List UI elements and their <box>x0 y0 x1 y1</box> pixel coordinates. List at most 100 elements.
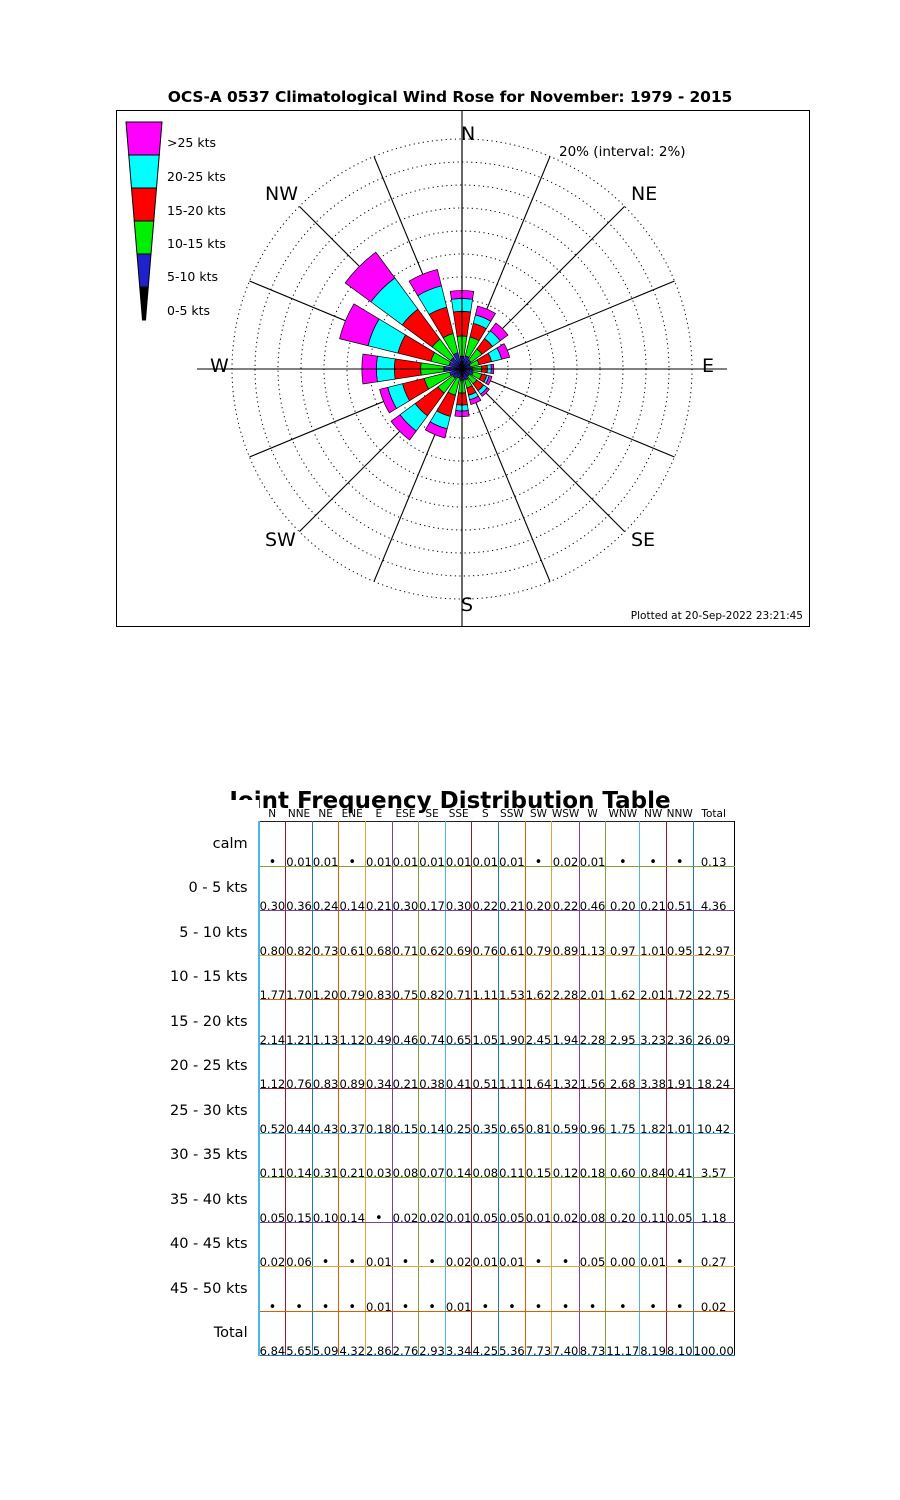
compass-label-ne: NE <box>631 183 658 205</box>
table-cell: 5.09 <box>312 1311 340 1358</box>
table-cell: 0.21 <box>338 1133 367 1180</box>
table-cell: • <box>392 1222 420 1269</box>
table-cell: 0.05 <box>579 1222 607 1269</box>
table-cell: 0.11 <box>639 1177 667 1225</box>
table-cell: • <box>365 1177 393 1225</box>
table-cell: 0.17 <box>418 866 446 913</box>
table-cell: 2.28 <box>551 955 580 1002</box>
table-cell: 1.13 <box>312 999 340 1047</box>
table-cell: 0.30 <box>257 866 287 913</box>
table-cell: 1.94 <box>551 999 580 1047</box>
table-cell: 0.49 <box>365 999 393 1047</box>
legend-swatch <box>136 253 152 288</box>
table-cell: 0.01 <box>445 1177 473 1225</box>
compass-label-se: SE <box>631 529 656 551</box>
table-cell: 0.82 <box>285 910 313 958</box>
table-cell: 0.14 <box>338 1177 367 1225</box>
table-cell: • <box>418 1266 446 1314</box>
table-row: 45 - 50 kts • • • • 0.01 • • 0.01 • • • • • • • • 0.02 <box>170 1266 735 1314</box>
table-cell: 0.62 <box>418 910 446 958</box>
table-cell: 0.74 <box>418 999 446 1047</box>
table-cell: 18.24 <box>693 1044 735 1091</box>
table-cell: 0.05 <box>257 1177 287 1225</box>
table-cell: • <box>418 1222 446 1269</box>
table-cell: • <box>666 821 694 869</box>
column-header-nnw: NNW <box>666 808 693 820</box>
table-cell: 0.76 <box>285 1044 313 1091</box>
table-cell: 2.01 <box>579 955 607 1002</box>
wind-rose-petal-segment <box>469 395 482 405</box>
table-cell: 0.01 <box>445 1266 473 1314</box>
table-cell: 8.19 <box>639 1311 667 1358</box>
radial-scale-label: 20% (interval: 2%) <box>559 144 686 160</box>
table-cell: 0.21 <box>392 1044 420 1091</box>
table-cell: • <box>338 821 367 869</box>
table-cell: 0.46 <box>392 999 420 1047</box>
column-header-ssw: SSW <box>500 808 524 820</box>
column-header-total: Total <box>701 808 726 820</box>
legend-label-20-25: 20-25 kts <box>167 169 226 184</box>
table-cell: 0.01 <box>365 1266 393 1314</box>
table-cell: 1.91 <box>666 1044 694 1091</box>
table-cell: 1.72 <box>666 955 694 1002</box>
table-cell: • <box>579 1266 607 1314</box>
table-cell: 0.38 <box>418 1044 446 1091</box>
table-cell: 3.57 <box>693 1133 735 1180</box>
table-row: Total 6.84 5.65 5.09 4.32 2.86 2.76 2.93 3.34 4.2… <box>170 1311 735 1358</box>
table-cell: 0.08 <box>392 1133 420 1180</box>
legend-wedge-icon <box>125 121 163 321</box>
table-row: 10 - 15 kts 1.77 1.70 1.20 0.79 0.83 0.75 0.82 0… <box>170 955 735 1002</box>
table-cell: 26.09 <box>693 999 735 1047</box>
row-label: 15 - 20 kts <box>170 999 259 1044</box>
table-cell: 10.42 <box>693 1088 735 1136</box>
table-cell: 0.61 <box>498 910 526 958</box>
table-cell: 0.22 <box>471 866 500 913</box>
table-cell: 1.20 <box>312 955 340 1002</box>
table-corner-cell <box>170 800 259 822</box>
table-cell: 0.69 <box>445 910 473 958</box>
table-cell: 0.65 <box>498 1088 526 1136</box>
table-cell: 22.75 <box>693 955 735 1002</box>
table-cell: 0.14 <box>338 866 367 913</box>
table-cell: 5.36 <box>498 1311 526 1358</box>
table-cell: 0.22 <box>551 866 580 913</box>
row-label: 25 - 30 kts <box>170 1088 259 1133</box>
table-cell: 2.45 <box>525 999 553 1047</box>
table-cell: 0.59 <box>551 1088 580 1136</box>
table-cell: • <box>392 1266 420 1314</box>
wind-rose-petal-segment <box>474 305 496 322</box>
table-cell: 0.11 <box>257 1133 287 1180</box>
table-cell: 0.15 <box>392 1088 420 1136</box>
table-cell: 1.56 <box>579 1044 607 1091</box>
table-cell: 1.90 <box>498 999 526 1047</box>
wind-rose-petal-segment <box>485 375 493 386</box>
legend-label-10-15: 10-15 kts <box>167 236 226 251</box>
table-cell: 0.00 <box>605 1222 641 1269</box>
compass-spoke <box>461 368 675 458</box>
table-cell: 0.01 <box>498 1222 526 1269</box>
table-cell: 1.64 <box>525 1044 553 1091</box>
table-cell: 0.96 <box>579 1088 607 1136</box>
table-cell: • <box>498 1266 526 1314</box>
table-cell: 1.77 <box>257 955 287 1002</box>
table-cell: 0.02 <box>551 821 580 869</box>
column-header-nne: NNE <box>287 808 311 820</box>
wind-rose-panel: N NE E SE S SW W NW 20% (interval: 2%) P… <box>116 110 810 627</box>
table-cell: 0.05 <box>498 1177 526 1225</box>
table-cell: 0.05 <box>471 1177 500 1225</box>
table-cell: 0.15 <box>525 1133 553 1180</box>
column-header-ese: ESE <box>395 808 416 820</box>
table-cell: 8.73 <box>579 1311 607 1358</box>
table-cell: • <box>525 1266 553 1314</box>
table-cell: 1.12 <box>257 1044 287 1091</box>
table-cell: 0.37 <box>338 1088 367 1136</box>
table-row: 5 - 10 kts 0.80 0.82 0.73 0.61 0.68 0.71 0.62 0.… <box>170 910 735 958</box>
table-cell: 0.65 <box>445 999 473 1047</box>
table-cell: 0.10 <box>312 1177 340 1225</box>
wind-rose-petal-segment <box>344 251 396 303</box>
table-cell: 0.21 <box>639 866 667 913</box>
column-header-nw: NW <box>643 808 663 820</box>
table-cell: 1.21 <box>285 999 313 1047</box>
compass-label-s: S <box>461 594 474 616</box>
table-cell: 100.00 <box>693 1311 735 1358</box>
